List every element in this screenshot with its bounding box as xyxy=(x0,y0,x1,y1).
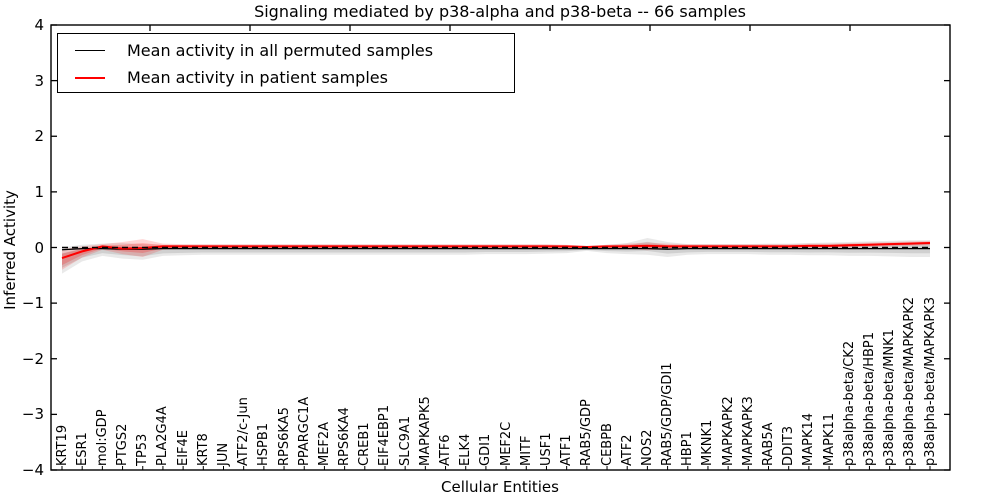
x-tick-label: KRT8 xyxy=(195,433,211,466)
x-tick-label: DDIT3 xyxy=(781,425,797,466)
x-tick-label: MAPKAPK5 xyxy=(417,396,433,466)
y-tick-label: 1 xyxy=(34,182,44,201)
x-tick-label: ELK4 xyxy=(458,433,474,466)
x-tick-label: p38alpha-beta/MAPKAPK2 xyxy=(902,297,918,466)
legend-item-patient: Mean activity in patient samples xyxy=(58,64,514,91)
x-tick-label: p38alpha-beta/MAPKAPK3 xyxy=(922,297,938,466)
x-tick-label: PPARGC1A xyxy=(296,396,312,466)
x-tick-label: MKNK1 xyxy=(700,419,716,466)
legend-item-permuted: Mean activity in all permuted samples xyxy=(58,37,514,64)
x-tick-label: SLC9A1 xyxy=(397,415,413,466)
x-tick-label: GDI1 xyxy=(478,433,494,466)
x-tick-label: CREB1 xyxy=(357,422,373,466)
x-tick-label: MITF xyxy=(518,435,534,466)
x-tick-label: MAPKAPK3 xyxy=(740,396,756,466)
x-tick-label: mol:GDP xyxy=(94,409,110,466)
x-tick-label: ATF1 xyxy=(559,434,575,466)
x-tick-label: ESR1 xyxy=(74,432,90,466)
chart-title: Signaling mediated by p38-alpha and p38-… xyxy=(254,2,746,21)
x-tick-label: RPS6KA5 xyxy=(276,407,292,466)
mean-line-permuted xyxy=(61,247,930,251)
legend-label-permuted: Mean activity in all permuted samples xyxy=(127,41,434,60)
x-tick-label: HSPB1 xyxy=(256,422,272,466)
y-tick-label: −3 xyxy=(21,405,44,424)
y-tick-label: 4 xyxy=(34,16,44,34)
x-tick-label: EIF4EBP1 xyxy=(377,404,393,466)
y-tick-label: −1 xyxy=(21,294,44,313)
x-tick-label: ATF2/c-Jun xyxy=(236,397,252,466)
x-tick-label: RAB5/GDP xyxy=(579,399,595,466)
x-tick-label: MEF2A xyxy=(316,421,332,466)
x-tick-label: ATF2 xyxy=(619,434,635,466)
x-tick-label: RPS6KA4 xyxy=(337,407,353,466)
y-tick-label: −4 xyxy=(21,461,44,479)
x-tick-label: p38alpha-beta/MNK1 xyxy=(882,329,898,466)
x-tick-label: PLA2G4A xyxy=(155,406,171,466)
x-tick-label: PTGS2 xyxy=(115,423,131,466)
x-tick-label: MAPKAPK2 xyxy=(720,396,736,466)
mean-line-patient xyxy=(61,242,931,260)
x-tick-label: p38alpha-beta/CK2 xyxy=(841,340,857,466)
x-tick-label: p38alpha-beta/HBP1 xyxy=(861,331,877,466)
x-tick-label: TP53 xyxy=(135,433,151,466)
x-tick-label: CEBPB xyxy=(599,423,615,466)
band-permuted-samples-range xyxy=(62,238,930,274)
x-tick-label: MAPK14 xyxy=(801,412,817,466)
x-tick-label: EIF4E xyxy=(175,429,191,466)
x-tick-label: RAB5/GDP/GDI1 xyxy=(660,362,676,466)
legend-line-sample-black xyxy=(75,50,105,51)
y-tick-label: 0 xyxy=(34,238,44,257)
legend-label-patient: Mean activity in patient samples xyxy=(127,68,388,87)
x-tick-label: MAPK11 xyxy=(821,412,837,466)
legend-line-sample-red xyxy=(75,76,105,79)
y-tick-label: −2 xyxy=(21,349,44,368)
x-tick-label: KRT19 xyxy=(54,424,70,466)
x-tick-label: JUN xyxy=(215,442,231,466)
x-tick-label: HBP1 xyxy=(680,431,696,466)
x-tick-label: ATF6 xyxy=(438,434,454,466)
x-axis-label: Cellular Entities xyxy=(441,478,559,496)
legend: Mean activity in all permuted samples Me… xyxy=(57,33,515,93)
x-tick-label: NOS2 xyxy=(639,429,655,466)
x-tick-label: USF1 xyxy=(538,432,554,466)
x-tick-label: RAB5A xyxy=(761,422,776,466)
y-tick-label: 3 xyxy=(34,71,44,90)
y-tick-label: 2 xyxy=(34,127,44,146)
x-tick-label: MEF2C xyxy=(498,421,514,466)
